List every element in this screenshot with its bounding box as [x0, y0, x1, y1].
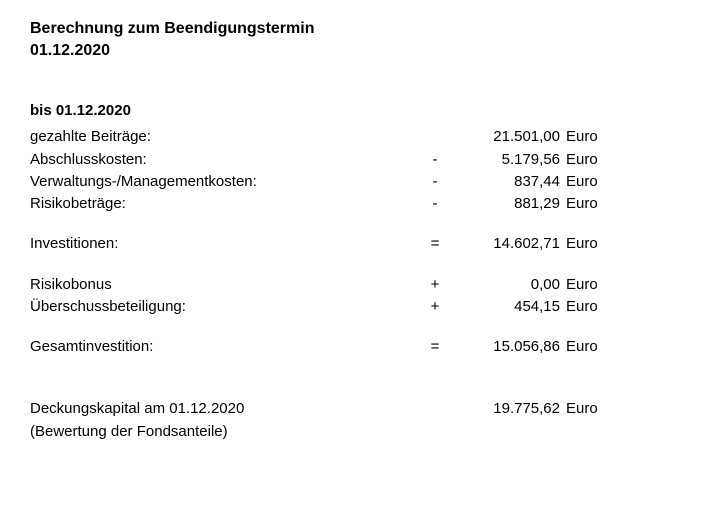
op-surplus: +: [420, 297, 450, 317]
title-line-1: Berechnung zum Beendigungstermin: [30, 18, 696, 40]
label-paid-contributions: gezahlte Beiträge:: [30, 127, 420, 147]
label-surplus: Überschussbeteiligung:: [30, 297, 420, 317]
section-subtitle: bis 01.12.2020: [30, 101, 696, 121]
amount-acquisition-costs: 5.179,56: [450, 150, 560, 170]
op-risk-amounts: -: [420, 194, 450, 214]
amount-admin-costs: 837,44: [450, 172, 560, 192]
label-acquisition-costs: Abschlusskosten:: [30, 150, 420, 170]
label-admin-costs: Verwaltungs-/Managementkosten:: [30, 172, 420, 192]
currency-acquisition-costs: Euro: [560, 150, 610, 170]
coverage-note: (Bewertung der Fondsanteile): [30, 422, 696, 442]
op-admin-costs: -: [420, 172, 450, 192]
amount-investments: 14.602,71: [450, 234, 560, 254]
currency-risk-amounts: Euro: [560, 194, 610, 214]
row-surplus: Überschussbeteiligung: + 454,15 Euro: [30, 297, 696, 317]
row-investments: Investitionen: = 14.602,71 Euro: [30, 234, 696, 254]
amount-coverage-capital: 19.775,62: [450, 399, 560, 419]
amount-paid-contributions: 21.501,00: [450, 127, 560, 147]
amount-total-investment: 15.056,86: [450, 337, 560, 357]
currency-risk-bonus: Euro: [560, 275, 610, 295]
label-investments: Investitionen:: [30, 234, 420, 254]
row-paid-contributions: gezahlte Beiträge: 21.501,00 Euro: [30, 127, 696, 147]
row-total-investment: Gesamtinvestition: = 15.056,86 Euro: [30, 337, 696, 357]
currency-investments: Euro: [560, 234, 610, 254]
op-risk-bonus: +: [420, 275, 450, 295]
op-investments: =: [420, 234, 450, 254]
label-risk-bonus: Risikobonus: [30, 275, 420, 295]
currency-surplus: Euro: [560, 297, 610, 317]
op-acquisition-costs: -: [420, 150, 450, 170]
row-risk-bonus: Risikobonus + 0,00 Euro: [30, 275, 696, 295]
currency-paid-contributions: Euro: [560, 127, 610, 147]
row-coverage-capital: Deckungskapital am 01.12.2020 19.775,62 …: [30, 399, 696, 419]
amount-risk-amounts: 881,29: [450, 194, 560, 214]
currency-total-investment: Euro: [560, 337, 610, 357]
row-acquisition-costs: Abschlusskosten: - 5.179,56 Euro: [30, 150, 696, 170]
amount-surplus: 454,15: [450, 297, 560, 317]
document-title: Berechnung zum Beendigungstermin 01.12.2…: [30, 18, 696, 61]
op-total-investment: =: [420, 337, 450, 357]
title-line-2: 01.12.2020: [30, 40, 696, 62]
amount-risk-bonus: 0,00: [450, 275, 560, 295]
row-risk-amounts: Risikobeträge: - 881,29 Euro: [30, 194, 696, 214]
currency-coverage-capital: Euro: [560, 399, 610, 419]
currency-admin-costs: Euro: [560, 172, 610, 192]
label-risk-amounts: Risikobeträge:: [30, 194, 420, 214]
label-total-investment: Gesamtinvestition:: [30, 337, 420, 357]
row-admin-costs: Verwaltungs-/Managementkosten: - 837,44 …: [30, 172, 696, 192]
label-coverage-capital: Deckungskapital am 01.12.2020: [30, 399, 420, 419]
